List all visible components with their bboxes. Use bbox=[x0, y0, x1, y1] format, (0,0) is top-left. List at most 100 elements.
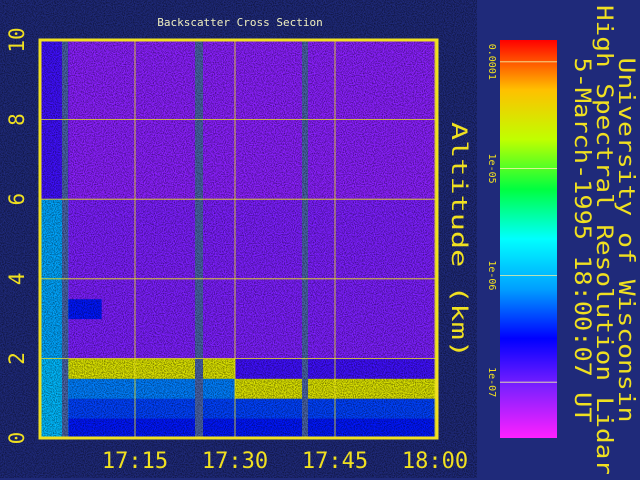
heatmap-cell bbox=[201, 59, 236, 81]
heatmap-cell bbox=[68, 179, 103, 200]
heatmap-cell bbox=[401, 398, 437, 419]
heatmap-cell bbox=[68, 378, 103, 399]
heatmap-cell bbox=[368, 79, 403, 101]
heatmap-cell bbox=[401, 239, 437, 260]
heatmap-cell bbox=[401, 278, 437, 300]
heatmap-cell bbox=[68, 219, 103, 240]
heatmap-cell bbox=[101, 119, 136, 140]
heatmap-cell bbox=[135, 318, 169, 339]
heatmap-cell bbox=[401, 318, 437, 339]
heatmap-cell bbox=[235, 358, 269, 379]
heatmap-cell bbox=[368, 378, 403, 399]
x-tick-label: 17:45 bbox=[302, 449, 368, 474]
heatmap-cell bbox=[201, 418, 236, 438]
x-tick-label: 18:00 bbox=[402, 449, 468, 474]
heatmap-cell bbox=[135, 219, 169, 240]
heatmap-cell bbox=[235, 79, 269, 101]
heatmap-cell bbox=[268, 418, 303, 438]
heatmap-cell bbox=[135, 239, 169, 260]
heatmap-cell bbox=[235, 298, 269, 320]
heatmap-cell bbox=[101, 179, 136, 200]
heatmap-cell bbox=[235, 338, 269, 359]
heatmap-cell bbox=[135, 298, 169, 320]
heatmap-cell bbox=[235, 59, 269, 81]
heatmap-cell bbox=[335, 338, 369, 359]
y-tick-label: 2 bbox=[5, 352, 29, 365]
heatmap-cell bbox=[401, 139, 437, 160]
heatmap-cell bbox=[335, 258, 369, 280]
heatmap-cell bbox=[68, 239, 103, 260]
heatmap-cell bbox=[101, 59, 136, 81]
heatmap-cell bbox=[68, 159, 103, 180]
heatmap-cell bbox=[335, 139, 369, 160]
heatmap-cell bbox=[401, 338, 437, 359]
heatmap-cell bbox=[268, 258, 303, 280]
colorbar-tick-label: 1e-06 bbox=[486, 260, 497, 290]
annotation: High Spectral Resolution Lidar bbox=[591, 5, 616, 475]
heatmap-cell bbox=[101, 358, 136, 379]
heatmap-cell bbox=[201, 99, 236, 121]
heatmap-cell bbox=[201, 258, 236, 280]
chart-title: Backscatter Cross Section bbox=[157, 16, 323, 29]
heatmap-cell bbox=[201, 40, 236, 61]
heatmap-cell bbox=[101, 199, 136, 220]
heatmap-cell bbox=[68, 59, 103, 81]
heatmap-cell bbox=[201, 338, 236, 359]
heatmap-cell bbox=[268, 139, 303, 160]
y-tick-label: 4 bbox=[5, 272, 29, 285]
heatmap-cell bbox=[335, 219, 369, 240]
heatmap-cell bbox=[268, 79, 303, 101]
heatmap-cell bbox=[268, 338, 303, 359]
heatmap-cell bbox=[268, 99, 303, 121]
heatmap-cell bbox=[201, 159, 236, 180]
heatmap-cell bbox=[401, 99, 437, 121]
heatmap-cell bbox=[201, 298, 236, 320]
heatmap-cell bbox=[101, 40, 136, 61]
heatmap-cell bbox=[68, 338, 103, 359]
heatmap-cell bbox=[368, 278, 403, 300]
heatmap-cell bbox=[401, 159, 437, 180]
heatmap-cell bbox=[201, 318, 236, 339]
heatmap-cell bbox=[335, 358, 369, 379]
heatmap-cell bbox=[135, 338, 169, 359]
heatmap-cell bbox=[268, 159, 303, 180]
heatmap-cell bbox=[268, 298, 303, 320]
heatmap-cell bbox=[235, 258, 269, 280]
heatmap-cell bbox=[268, 318, 303, 339]
heatmap-cell bbox=[101, 258, 136, 280]
heatmap-cell bbox=[101, 338, 136, 359]
heatmap-cell bbox=[68, 258, 103, 280]
heatmap-cell bbox=[101, 159, 136, 180]
plot-area bbox=[40, 40, 437, 438]
y-tick-label: 0 bbox=[5, 432, 29, 445]
data-gap bbox=[195, 40, 203, 438]
heatmap-cell bbox=[401, 199, 437, 220]
heatmap-cell bbox=[235, 239, 269, 260]
heatmap-cell bbox=[201, 179, 236, 200]
heatmap-cell bbox=[335, 398, 369, 419]
heatmap-cell bbox=[368, 398, 403, 419]
heatmap-cell bbox=[101, 278, 136, 300]
heatmap-cell bbox=[268, 199, 303, 220]
heatmap-cell bbox=[235, 40, 269, 61]
heatmap-cell bbox=[135, 358, 169, 379]
data-gap bbox=[62, 40, 68, 438]
heatmap-cell bbox=[135, 119, 169, 140]
heatmap-cell bbox=[235, 99, 269, 121]
heatmap-cell bbox=[335, 278, 369, 300]
heatmap-cell bbox=[135, 418, 169, 438]
heatmap-cell bbox=[401, 219, 437, 240]
heatmap-cell bbox=[135, 59, 169, 81]
heatmap-cell bbox=[368, 418, 403, 438]
heatmap-cell bbox=[135, 398, 169, 419]
plot-frame bbox=[38, 38, 439, 440]
heatmap-cell bbox=[368, 318, 403, 339]
heatmap-cell bbox=[68, 398, 103, 419]
heatmap-cell bbox=[268, 378, 303, 399]
heatmap-cell bbox=[201, 278, 236, 300]
heatmap-cell bbox=[368, 219, 403, 240]
heatmap-cell bbox=[368, 239, 403, 260]
heatmap-cell bbox=[68, 298, 103, 320]
heatmap-cell bbox=[268, 119, 303, 140]
heatmap-cell bbox=[268, 239, 303, 260]
